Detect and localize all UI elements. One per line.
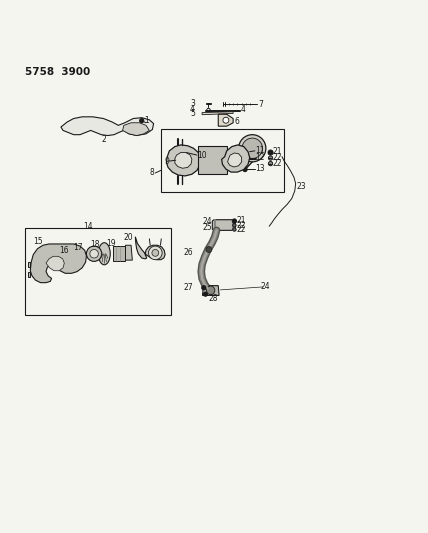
Polygon shape — [30, 244, 86, 282]
Text: 22: 22 — [273, 153, 282, 162]
Polygon shape — [28, 272, 30, 277]
Text: 22: 22 — [273, 159, 282, 168]
Text: 21: 21 — [273, 147, 282, 156]
Text: 4: 4 — [190, 105, 195, 114]
Text: 14: 14 — [83, 222, 93, 231]
Polygon shape — [212, 220, 235, 230]
Polygon shape — [61, 117, 154, 135]
Polygon shape — [135, 237, 165, 260]
Polygon shape — [125, 245, 132, 260]
Text: 12: 12 — [255, 153, 265, 162]
Text: 11: 11 — [255, 146, 265, 155]
Text: 24: 24 — [203, 217, 212, 227]
Circle shape — [203, 292, 208, 296]
Text: 18: 18 — [90, 240, 99, 249]
Ellipse shape — [98, 243, 110, 265]
Text: 2: 2 — [102, 135, 107, 144]
Circle shape — [233, 223, 236, 227]
Text: 13: 13 — [255, 164, 265, 173]
Text: 21: 21 — [237, 216, 247, 224]
Circle shape — [242, 138, 262, 158]
Polygon shape — [202, 112, 233, 115]
Circle shape — [268, 161, 273, 166]
Circle shape — [86, 246, 102, 261]
Polygon shape — [202, 286, 219, 295]
Text: 26: 26 — [184, 248, 193, 257]
Text: 22: 22 — [237, 221, 247, 230]
Text: 9: 9 — [164, 157, 169, 166]
Text: 3: 3 — [190, 99, 195, 108]
Circle shape — [233, 228, 236, 231]
Circle shape — [268, 150, 273, 155]
Bar — [161, 129, 284, 192]
Circle shape — [239, 135, 266, 162]
Text: 10: 10 — [197, 151, 207, 159]
Text: 27: 27 — [184, 283, 193, 292]
Text: 7: 7 — [259, 100, 264, 109]
Circle shape — [232, 219, 237, 223]
Circle shape — [243, 167, 247, 172]
Text: 25: 25 — [203, 223, 212, 232]
Polygon shape — [113, 246, 125, 261]
Text: 20: 20 — [123, 233, 133, 242]
Text: 17: 17 — [74, 243, 83, 252]
Text: 5758  3900: 5758 3900 — [25, 67, 90, 77]
Circle shape — [268, 156, 273, 160]
Polygon shape — [28, 262, 30, 268]
Polygon shape — [175, 152, 192, 168]
Polygon shape — [228, 153, 242, 167]
Text: 8: 8 — [150, 168, 155, 177]
Circle shape — [223, 117, 229, 123]
Circle shape — [152, 249, 159, 256]
Text: 5: 5 — [190, 109, 195, 118]
Text: 16: 16 — [59, 246, 69, 255]
Circle shape — [90, 249, 98, 258]
Circle shape — [202, 286, 206, 290]
Polygon shape — [222, 145, 250, 172]
Text: 23: 23 — [297, 182, 306, 191]
Polygon shape — [218, 114, 233, 126]
Circle shape — [206, 286, 215, 295]
Circle shape — [140, 118, 144, 123]
Text: 28: 28 — [208, 294, 218, 303]
Circle shape — [149, 246, 162, 260]
Text: 19: 19 — [107, 239, 116, 248]
Bar — [198, 146, 227, 174]
Text: 22: 22 — [237, 225, 247, 234]
Polygon shape — [46, 256, 64, 271]
Text: 4: 4 — [241, 105, 246, 114]
Circle shape — [206, 247, 212, 253]
Text: 24: 24 — [261, 282, 270, 292]
Text: 15: 15 — [33, 237, 43, 246]
Polygon shape — [166, 145, 200, 176]
Text: 1: 1 — [144, 116, 149, 125]
Bar — [25, 228, 172, 316]
Polygon shape — [122, 123, 149, 135]
Text: 6: 6 — [235, 117, 240, 126]
